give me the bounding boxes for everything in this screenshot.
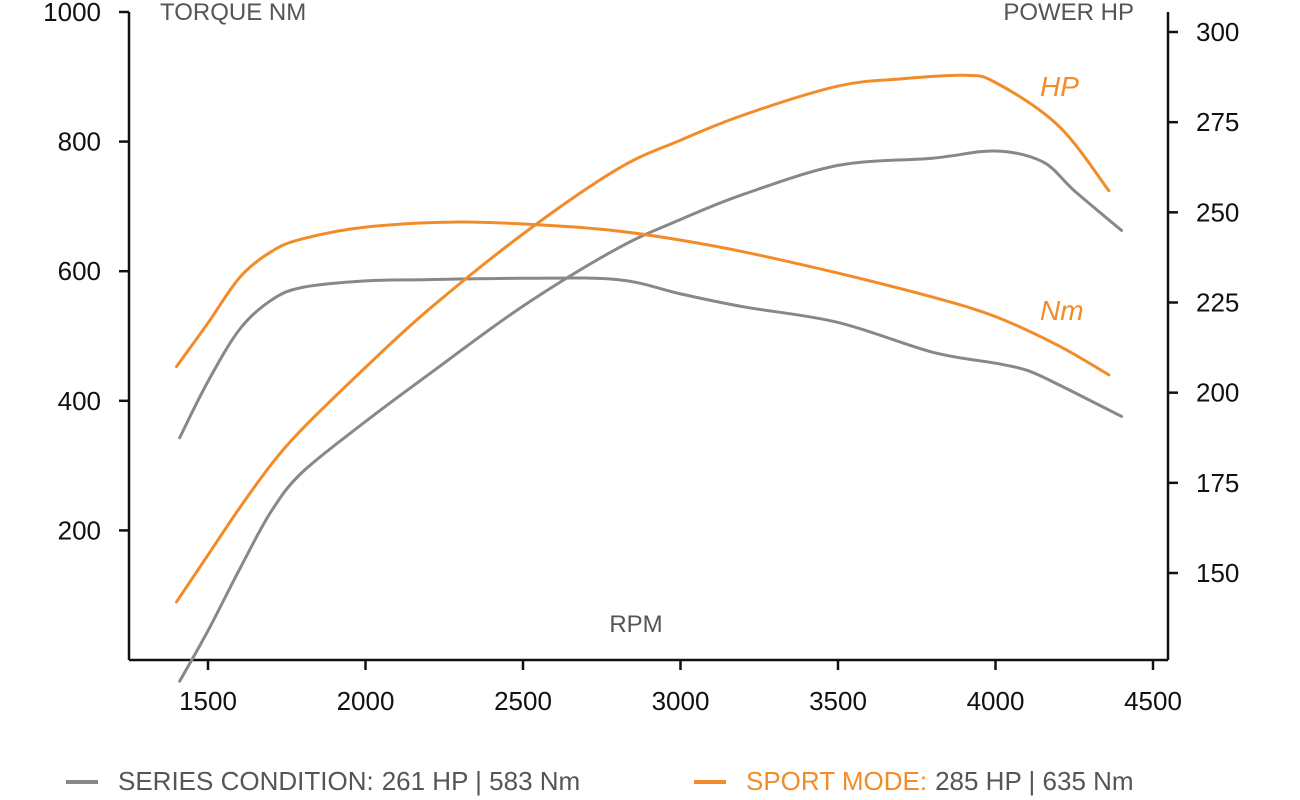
x-tick-label: 3000 <box>652 686 710 716</box>
x-tick-label: 3500 <box>809 686 867 716</box>
y-right-tick-label: 200 <box>1196 378 1239 408</box>
tick-labels: 200 400 600 800 1000 150 175 200 225 250 275 300 150… <box>43 0 1239 716</box>
legend-series-condition: SERIES CONDITION: 261 HP | 583 Nm <box>66 766 580 797</box>
legend-series-name: SERIES CONDITION: <box>118 766 374 796</box>
y-right-tick-label: 275 <box>1196 107 1239 137</box>
legend-sport-name: SPORT MODE: <box>746 766 928 796</box>
y-left-tick-label: 200 <box>58 515 101 545</box>
y-right-tick-label: 250 <box>1196 197 1239 227</box>
series-condition-power-line <box>178 149 1123 683</box>
x-tick-label: 2500 <box>494 686 552 716</box>
y-left-tick-label: 600 <box>58 256 101 286</box>
curves <box>175 73 1123 683</box>
x-tick-label: 4500 <box>1124 686 1182 716</box>
series-condition-torque-line <box>178 276 1123 440</box>
sport-mode-torque-line <box>175 220 1111 377</box>
dyno-chart: 200 400 600 800 1000 150 175 200 225 250 275 300 150… <box>43 0 1239 716</box>
y-left-tick-label: 1000 <box>43 0 101 27</box>
x-tick-label: 4000 <box>967 686 1025 716</box>
y-left-axis-title: TORQUE NM <box>160 0 306 26</box>
y-left-tick-label: 800 <box>58 127 101 157</box>
axes <box>119 10 1178 670</box>
y-right-tick-label: 150 <box>1196 558 1239 588</box>
legend-swatch-grey <box>66 779 98 784</box>
x-tick-label: 2000 <box>337 686 395 716</box>
y-right-tick-label: 175 <box>1196 468 1239 498</box>
legend-sport-values: 285 HP | 635 Nm <box>935 766 1134 796</box>
x-tick-label: 1500 <box>179 686 237 716</box>
legend-swatch-orange <box>694 779 726 784</box>
legend-series-values: 261 HP | 583 Nm <box>381 766 581 796</box>
y-left-tick-label: 400 <box>58 386 101 416</box>
y-right-tick-label: 225 <box>1196 288 1239 318</box>
legend-sport-mode: SPORT MODE: 285 HP | 635 Nm <box>694 766 1134 797</box>
y-right-axis-title: POWER HP <box>1003 0 1134 26</box>
x-axis-title: RPM <box>609 611 662 638</box>
hp-curve-label: HP <box>1040 71 1079 102</box>
y-right-tick-label: 300 <box>1196 17 1239 47</box>
nm-curve-label: Nm <box>1040 295 1084 326</box>
sport-mode-power-line <box>175 73 1111 604</box>
